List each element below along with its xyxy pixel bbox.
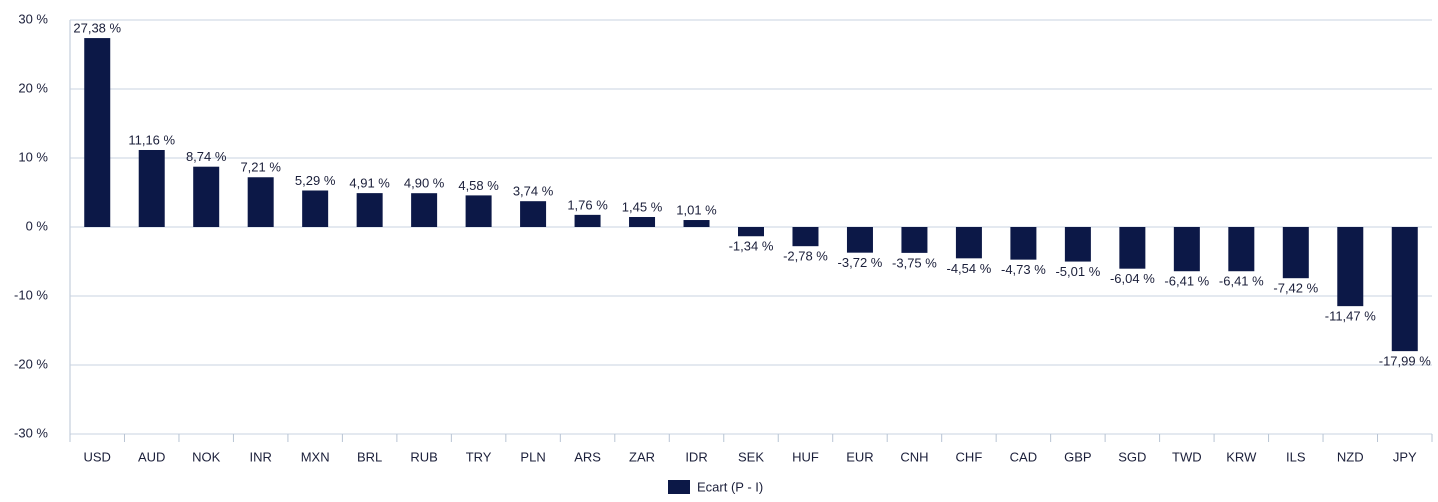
bar (520, 201, 547, 227)
x-tick-label: JPY (1393, 449, 1417, 464)
y-tick-label: -10 % (14, 287, 48, 302)
data-label: -2,78 % (783, 249, 828, 264)
bar (738, 227, 764, 237)
bar (792, 227, 819, 247)
x-tick-label: NOK (192, 449, 221, 464)
bar (247, 177, 274, 227)
data-label: -4,73 % (1001, 262, 1046, 277)
bar (1282, 227, 1309, 279)
x-tick-label: ILS (1286, 449, 1306, 464)
x-tick-label: CAD (1010, 449, 1037, 464)
data-label: 1,45 % (622, 199, 663, 214)
y-tick-label: 10 % (18, 149, 48, 164)
y-tick-label: 30 % (18, 11, 48, 26)
data-label: -11,47 % (1325, 309, 1377, 324)
data-label: 1,76 % (567, 197, 608, 212)
bar (1173, 227, 1200, 272)
bar (1337, 227, 1364, 307)
bar (356, 193, 383, 227)
data-label: 1,01 % (676, 202, 717, 217)
data-label: -5,01 % (1055, 264, 1100, 279)
x-tick-label: INR (249, 449, 271, 464)
data-label: 27,38 % (73, 21, 121, 36)
bar (1228, 227, 1255, 272)
x-tick-label: ARS (574, 449, 601, 464)
x-tick-label: SGD (1118, 449, 1146, 464)
data-label: -17,99 % (1379, 354, 1431, 369)
bar (138, 149, 165, 227)
data-label: 11,16 % (128, 132, 175, 147)
bar (302, 190, 329, 227)
bar (465, 195, 492, 227)
x-tick-label: ZAR (629, 449, 655, 464)
bar (1064, 227, 1091, 262)
x-tick-label: HUF (792, 449, 819, 464)
x-tick-label: BRL (357, 449, 382, 464)
bar (1010, 227, 1037, 260)
data-label: 7,21 % (240, 160, 281, 175)
bar (84, 38, 111, 227)
bar (901, 227, 928, 253)
y-tick-label: 20 % (18, 80, 48, 95)
x-tick-label: TRY (466, 449, 492, 464)
bar (846, 227, 873, 253)
y-tick-label: -20 % (14, 356, 48, 371)
x-tick-label: MXN (301, 449, 330, 464)
legend-swatch (668, 480, 690, 494)
bar (411, 193, 438, 227)
x-tick-label: CHF (956, 449, 983, 464)
data-label: -6,41 % (1219, 274, 1264, 289)
x-tick-label: TWD (1172, 449, 1202, 464)
bar (1119, 227, 1146, 269)
bar (683, 220, 710, 227)
data-label: -4,54 % (947, 261, 992, 276)
data-label: -3,75 % (892, 255, 937, 270)
x-tick-label: EUR (846, 449, 873, 464)
data-label: 4,58 % (458, 178, 499, 193)
data-label: 3,74 % (513, 184, 554, 199)
y-tick-label: -30 % (14, 425, 48, 440)
bar (629, 216, 656, 227)
x-tick-label: PLN (520, 449, 545, 464)
bar (574, 214, 601, 227)
data-label: 4,90 % (404, 176, 445, 191)
data-label: 5,29 % (295, 173, 336, 188)
x-tick-label: IDR (685, 449, 707, 464)
x-tick-label: SEK (738, 449, 764, 464)
data-label: -3,72 % (838, 255, 883, 270)
x-tick-label: GBP (1064, 449, 1091, 464)
x-tick-label: RUB (410, 449, 437, 464)
data-label: -6,41 % (1164, 274, 1209, 289)
x-tick-label: AUD (138, 449, 165, 464)
x-tick-label: NZD (1337, 449, 1364, 464)
bar (1391, 227, 1418, 352)
data-label: -1,34 % (729, 239, 774, 254)
bar (193, 166, 220, 227)
bar (955, 227, 982, 259)
data-label: -6,04 % (1110, 271, 1155, 286)
y-tick-label: 0 % (26, 218, 49, 233)
data-label: -7,42 % (1273, 281, 1318, 296)
data-label: 4,91 % (349, 176, 390, 191)
x-tick-label: CNH (900, 449, 928, 464)
legend-label: Ecart (P - I) (697, 479, 763, 494)
data-label: 8,74 % (186, 149, 227, 164)
x-tick-label: KRW (1226, 449, 1257, 464)
x-tick-label: USD (84, 449, 111, 464)
